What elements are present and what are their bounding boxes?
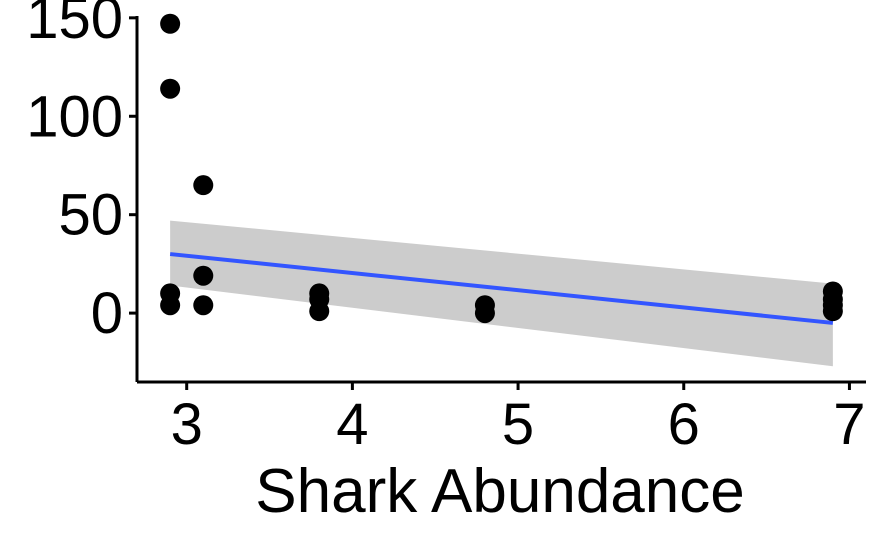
data-point [309, 301, 330, 322]
x-tick-label: 5 [502, 392, 534, 457]
fit-line-layer [169, 252, 834, 325]
fit-line [169, 252, 834, 325]
axes-layer: 3 4 5 6 7 0 50 100 150 [26, 0, 866, 457]
x-tick-label: 4 [336, 392, 368, 457]
confidence-band [170, 220, 833, 367]
data-point [474, 303, 495, 324]
data-point [160, 78, 181, 99]
data-point [193, 265, 214, 286]
data-point [160, 13, 181, 34]
data-point [822, 301, 843, 322]
y-tick-label: 150 [26, 0, 123, 51]
x-tick-label: 7 [833, 392, 865, 457]
confidence-band-layer [170, 220, 833, 367]
data-point [193, 175, 214, 196]
data-points-layer [160, 13, 843, 324]
x-tick-label: 3 [171, 392, 203, 457]
data-point [160, 295, 181, 316]
data-point [193, 295, 214, 316]
y-tick-label: 100 [26, 84, 123, 149]
y-tick-label: 50 [58, 183, 123, 248]
x-axis-title: Shark Abundance [255, 457, 745, 526]
x-tick-label: 6 [668, 392, 700, 457]
y-tick-label: 0 [91, 281, 123, 346]
